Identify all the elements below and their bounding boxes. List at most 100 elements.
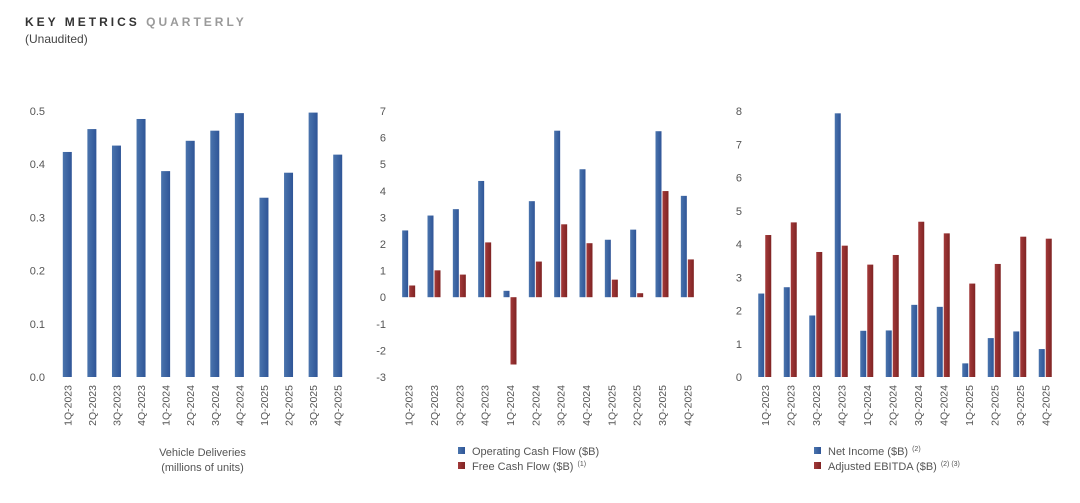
legend-swatch bbox=[814, 447, 821, 454]
y-tick-label: 0 bbox=[736, 372, 742, 384]
bar-1 bbox=[579, 169, 586, 298]
legend-label: Operating Cash Flow ($B) bbox=[472, 446, 599, 458]
title-quarterly: QUARTERLY bbox=[146, 15, 247, 29]
bar-1 bbox=[680, 195, 687, 298]
legend-label-text: Net Income ($B) bbox=[828, 446, 908, 458]
y-tick-label: 5 bbox=[736, 206, 742, 218]
page-title: KEY METRICS QUARTERLY bbox=[25, 15, 247, 29]
y-tick-label: 0.2 bbox=[30, 266, 45, 278]
bar-1 bbox=[885, 330, 892, 377]
y-tick-label: 5 bbox=[380, 159, 386, 171]
y-tick-label: 8 bbox=[736, 106, 742, 118]
x-tick-label: 2Q-2024 bbox=[887, 385, 899, 426]
bar-2 bbox=[662, 191, 669, 298]
legend-footnote: (1) bbox=[577, 461, 586, 468]
x-tick-label: 4Q-2023 bbox=[836, 385, 848, 426]
bar-1 bbox=[87, 129, 97, 377]
chart-panel-3: 0 1 2 3 4 5 6 7 8 1Q-2023 2Q-2023 3Q-2023 4Q-2023 1Q-… bbox=[736, 106, 1052, 473]
bar-2 bbox=[459, 274, 466, 298]
x-tick-label: 3Q-2023 bbox=[811, 385, 823, 426]
y-tick-label: 1 bbox=[736, 339, 742, 351]
bar-2 bbox=[790, 222, 797, 377]
x-tick-label: 3Q-2024 bbox=[556, 385, 568, 426]
y-tick-label: 0.5 bbox=[30, 106, 45, 118]
y-tick-label: 0.4 bbox=[30, 159, 45, 171]
page-subtitle: (Unaudited) bbox=[25, 32, 88, 46]
x-tick-label: 3Q-2024 bbox=[913, 385, 925, 426]
y-tick-label: 1 bbox=[380, 266, 386, 278]
y-tick-label: 0 bbox=[380, 292, 386, 304]
bar-1 bbox=[1013, 331, 1020, 377]
legend-footnote: (2) (3) bbox=[941, 461, 960, 468]
bar-2 bbox=[765, 235, 772, 377]
bar-1 bbox=[911, 304, 918, 377]
x-tick-label: 3Q-2025 bbox=[1015, 385, 1027, 426]
bar-1 bbox=[402, 230, 409, 298]
legend-label: Net Income ($B) (2) bbox=[828, 446, 921, 458]
y-tick-label: 7 bbox=[380, 106, 386, 118]
x-tick-label: 2Q-2024 bbox=[530, 385, 542, 426]
bar-1 bbox=[962, 363, 969, 377]
x-tick-label: 1Q-2024 bbox=[505, 385, 517, 426]
x-tick-label: 1Q-2025 bbox=[964, 385, 976, 426]
bar-2 bbox=[586, 243, 593, 298]
bar-2 bbox=[1045, 238, 1052, 377]
x-tick-label: 1Q-2024 bbox=[862, 385, 874, 426]
bar-2 bbox=[994, 263, 1001, 377]
bar-2 bbox=[611, 279, 618, 298]
x-tick-label: 2Q-2023 bbox=[785, 385, 797, 426]
x-tick-label: 4Q-2025 bbox=[682, 385, 694, 426]
chart-caption-line: Vehicle Deliveries bbox=[159, 447, 246, 459]
bar-1 bbox=[136, 118, 146, 377]
bar-1 bbox=[185, 140, 195, 377]
legend-label-text: Operating Cash Flow ($B) bbox=[472, 446, 599, 458]
bar-1 bbox=[234, 113, 244, 378]
y-tick-label: 0.3 bbox=[30, 212, 45, 224]
bar-1 bbox=[630, 229, 637, 298]
x-tick-label: 1Q-2023 bbox=[404, 385, 416, 426]
bar-2 bbox=[409, 285, 416, 298]
y-tick-label: 7 bbox=[736, 139, 742, 151]
bar-2 bbox=[943, 233, 950, 377]
x-tick-label: 2Q-2023 bbox=[429, 385, 441, 426]
bar-1 bbox=[259, 197, 269, 377]
y-tick-label: -3 bbox=[376, 372, 386, 384]
bar-2 bbox=[561, 224, 568, 298]
bar-1 bbox=[478, 180, 485, 298]
x-tick-label: 3Q-2025 bbox=[308, 385, 320, 426]
bar-1 bbox=[308, 112, 318, 377]
bar-2 bbox=[892, 254, 899, 377]
y-tick-label: -1 bbox=[376, 319, 386, 331]
bar-1 bbox=[210, 130, 220, 377]
x-tick-label: 4Q-2023 bbox=[136, 385, 148, 426]
bar-1 bbox=[427, 215, 434, 298]
x-tick-label: 2Q-2023 bbox=[87, 385, 99, 426]
y-tick-label: 6 bbox=[380, 133, 386, 145]
title-key-metrics: KEY METRICS bbox=[25, 15, 140, 29]
x-tick-label: 2Q-2024 bbox=[185, 385, 197, 426]
y-tick-label: 3 bbox=[736, 272, 742, 284]
bar-1 bbox=[987, 338, 994, 377]
x-tick-label: 4Q-2024 bbox=[581, 385, 593, 426]
bar-2 bbox=[485, 242, 492, 298]
bar-2 bbox=[867, 264, 874, 377]
bar-1 bbox=[528, 201, 535, 298]
chart-panel-2: -3 -2 -1 0 1 2 3 4 5 6 7 1Q-2023 2Q-2023 3Q-2023 4Q-20… bbox=[376, 106, 694, 473]
bar-1 bbox=[783, 287, 790, 377]
bar-2 bbox=[969, 283, 976, 377]
bar-1 bbox=[758, 293, 765, 377]
legend-label-text: Free Cash Flow ($B) bbox=[472, 461, 573, 473]
bar-1 bbox=[604, 239, 611, 298]
x-tick-label: 4Q-2025 bbox=[333, 385, 345, 426]
bar-1 bbox=[860, 330, 867, 377]
x-tick-label: 3Q-2024 bbox=[210, 385, 222, 426]
x-tick-label: 2Q-2025 bbox=[632, 385, 644, 426]
bar-1 bbox=[161, 171, 171, 377]
bar-2 bbox=[841, 245, 848, 377]
bar-1 bbox=[503, 290, 510, 298]
y-tick-label: 0.1 bbox=[30, 319, 45, 331]
y-tick-label: 4 bbox=[380, 186, 386, 198]
y-tick-label: 2 bbox=[736, 306, 742, 318]
x-tick-label: 2Q-2025 bbox=[284, 385, 296, 426]
